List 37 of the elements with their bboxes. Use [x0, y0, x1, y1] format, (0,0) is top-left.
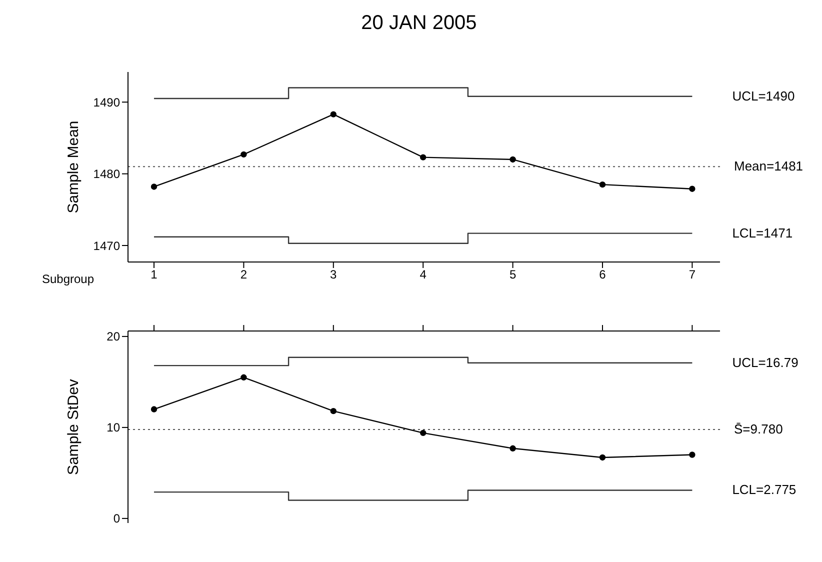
x-tick-label: 6 — [599, 268, 606, 282]
ref-line-label: Mean=1481 — [734, 158, 804, 174]
chart-title: 20 JAN 2005 — [360, 11, 478, 36]
point — [420, 154, 426, 160]
point — [150, 184, 158, 190]
point — [599, 454, 606, 461]
point — [689, 186, 696, 192]
x-axis-title: Subgroup — [42, 272, 94, 286]
x-tick-label: 2 — [240, 268, 248, 282]
text: UCL=16.79 — [732, 354, 798, 370]
y-tick-label: 0 — [113, 512, 120, 526]
point — [330, 111, 337, 118]
y-tick-label: 10 — [106, 420, 120, 435]
x-tick-label: 4 — [420, 268, 427, 282]
y-tick-label: 1470 — [93, 238, 120, 253]
point — [420, 430, 426, 436]
text: UCL=1490 — [732, 88, 795, 104]
y-axis-title: Sample StDev — [65, 378, 82, 475]
x-tick-label: 7 — [688, 268, 696, 282]
x-tick-label: 1 — [150, 268, 158, 282]
point — [599, 181, 606, 188]
text: LCL=2.775 — [732, 482, 796, 498]
text: LCL=1471 — [732, 225, 793, 240]
point — [689, 452, 696, 458]
point — [510, 156, 516, 163]
point — [240, 374, 247, 381]
point — [150, 406, 158, 412]
x-tick-label: 3 — [330, 268, 338, 282]
ref-line-label: S̄=9.780 — [734, 421, 783, 436]
y-axis-title: Sample Mean — [65, 120, 82, 214]
y-tick-label: 20 — [106, 330, 120, 344]
x-tick-label: 5 — [509, 268, 516, 282]
point — [240, 151, 247, 158]
point — [330, 408, 337, 414]
y-tick-label: 1480 — [93, 167, 120, 182]
y-tick-label: 1490 — [93, 95, 120, 110]
point — [510, 445, 516, 452]
